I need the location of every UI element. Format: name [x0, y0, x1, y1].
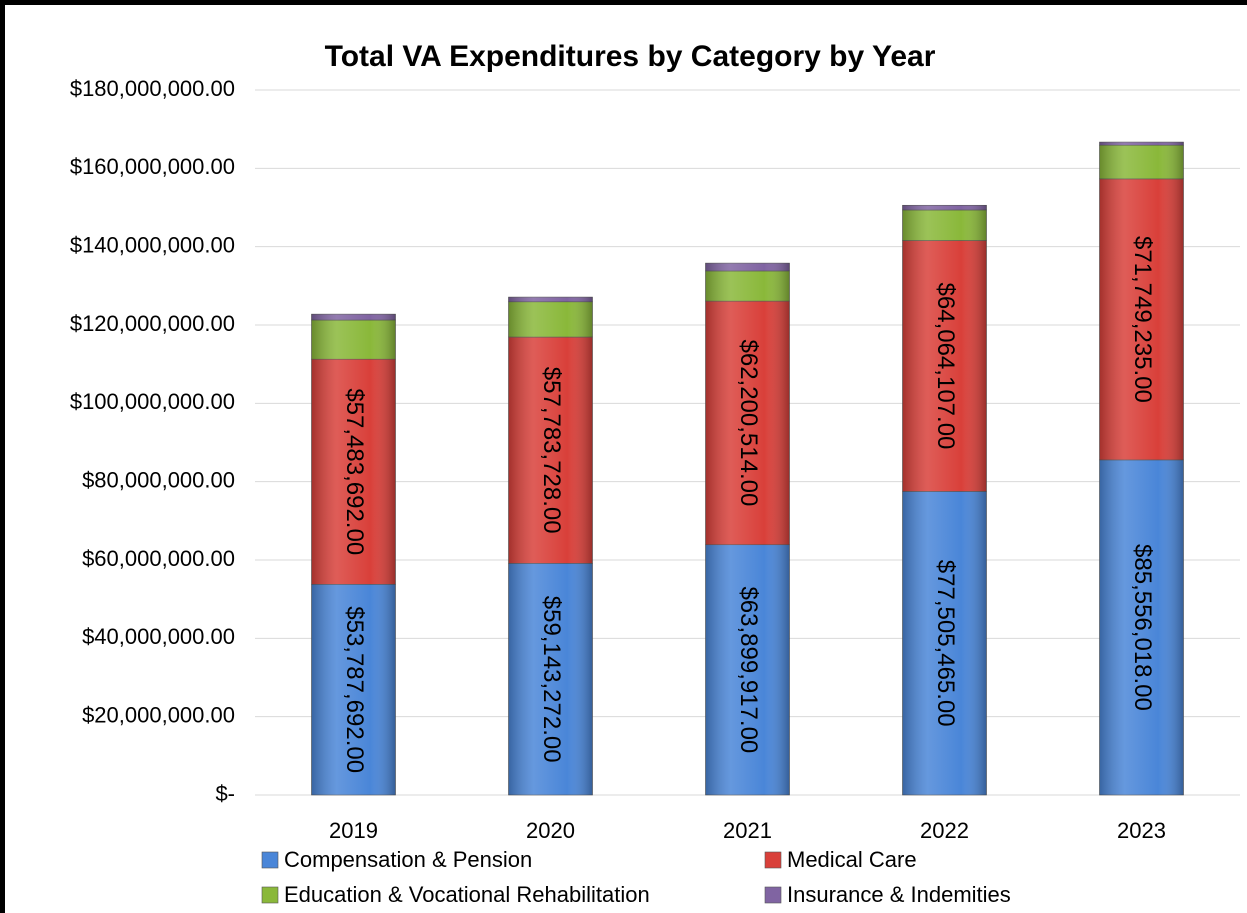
y-tick-label: $100,000,000.00: [70, 389, 235, 414]
bar-shade: [705, 263, 790, 271]
x-tick-label: 2019: [329, 818, 378, 843]
bar-shade: [1099, 459, 1184, 795]
bar-shade: [311, 359, 396, 585]
x-tick-label: 2022: [920, 818, 969, 843]
data-label: $59,143,272.00: [538, 596, 565, 763]
data-label: $71,749,235.00: [1129, 236, 1156, 403]
data-label: $57,483,692.00: [341, 388, 368, 555]
bar-shade: [508, 297, 593, 302]
bar-shade: [311, 584, 396, 795]
y-tick-label: $80,000,000.00: [82, 467, 235, 492]
legend-swatch: [764, 886, 782, 904]
data-label: $77,505,465.00: [932, 560, 959, 727]
bar-shade: [311, 314, 396, 321]
legend-label: Compensation & Pension: [284, 847, 532, 872]
legend-label: Education & Vocational Rehabilitation: [284, 882, 650, 907]
bar-shade: [508, 301, 593, 338]
chart-title: Total VA Expenditures by Category by Yea…: [325, 40, 936, 73]
data-label: $62,200,514.00: [735, 340, 762, 507]
bar-shade: [1099, 145, 1184, 179]
bar-shade: [705, 301, 790, 545]
bar-shade: [902, 205, 987, 210]
legend-swatch: [261, 886, 279, 904]
bar-shade: [705, 544, 790, 795]
x-tick-label: 2023: [1117, 818, 1166, 843]
bar-shade: [508, 563, 593, 795]
bar-shade: [902, 209, 987, 241]
y-tick-label: $120,000,000.00: [70, 311, 235, 336]
data-label: $63,899,917.00: [735, 586, 762, 753]
y-tick-label: $-: [215, 781, 235, 806]
legend-label: Insurance & Indemities: [787, 882, 1011, 907]
y-tick-label: $40,000,000.00: [82, 624, 235, 649]
legend-swatch: [261, 851, 279, 869]
y-tick-label: $140,000,000.00: [70, 232, 235, 257]
y-tick-label: $180,000,000.00: [70, 76, 235, 101]
bar-shade: [1099, 142, 1184, 146]
y-tick-label: $60,000,000.00: [82, 546, 235, 571]
bar-shade: [508, 337, 593, 564]
y-tick-label: $160,000,000.00: [70, 154, 235, 179]
bar-shade: [1099, 178, 1184, 460]
data-label: $53,787,692.00: [341, 606, 368, 773]
x-tick-label: 2021: [723, 818, 772, 843]
bar-shade: [902, 240, 987, 492]
data-label: $85,556,018.00: [1129, 544, 1156, 711]
y-tick-label: $20,000,000.00: [82, 702, 235, 727]
bar-shade: [311, 320, 396, 360]
bar-shade: [705, 270, 790, 302]
x-tick-label: 2020: [526, 818, 575, 843]
bar-shade: [902, 491, 987, 795]
data-label: $57,783,728.00: [538, 367, 565, 534]
legend-swatch: [764, 851, 782, 869]
data-label: $64,064,107.00: [932, 283, 959, 450]
legend-label: Medical Care: [787, 847, 917, 872]
